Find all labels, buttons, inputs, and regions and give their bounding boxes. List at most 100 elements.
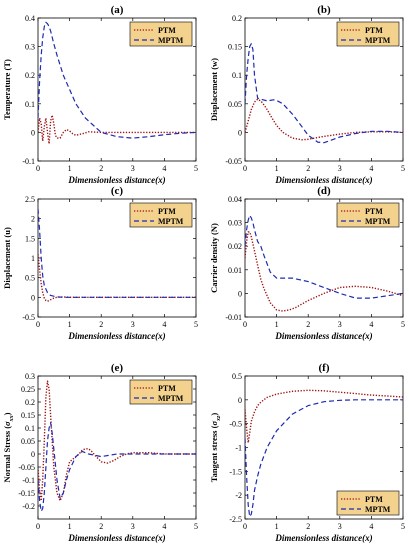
- y-tick-label: -0.1: [22, 157, 35, 166]
- panel-title: (f): [319, 362, 330, 374]
- x-tick-label: 4: [369, 164, 373, 173]
- panel-title: (a): [111, 4, 124, 16]
- y-tick-label: -2.5: [229, 515, 242, 524]
- y-tick-label: 0: [238, 128, 242, 137]
- series-line-mptm: [245, 43, 403, 144]
- y-tick-label: 2.5: [25, 195, 35, 204]
- chart-panel-5: (e) 0 1 2 3 4 5 -0.2 -0.15 -0.1 -0.05 0 0.05 0.1 0.15 0…: [2, 362, 198, 543]
- x-tick-label: 0: [36, 164, 40, 173]
- legend-box: [336, 490, 400, 516]
- y-tick-label: 0.05: [21, 437, 35, 446]
- panel-title: (c): [111, 185, 124, 197]
- x-tick-label: 2: [99, 164, 103, 173]
- series-line-ptm: [245, 231, 403, 312]
- series-line-ptm: [245, 98, 403, 141]
- x-tick-label: 2: [99, 522, 103, 531]
- x-tick-label: 1: [275, 164, 279, 173]
- y-tick-label: -0.5: [229, 420, 242, 429]
- y-axis-label: Displacement (u): [2, 227, 12, 289]
- series-line-ptm: [245, 389, 403, 444]
- x-tick-label: 0: [36, 522, 40, 531]
- y-tick-label: 0: [31, 450, 35, 459]
- y-tick-label: 0.05: [228, 100, 242, 109]
- y-tick-label: 0: [31, 293, 35, 302]
- x-tick-label: 5: [194, 522, 198, 531]
- y-tick-label: 1: [31, 254, 35, 263]
- y-tick-label: -1.5: [229, 467, 242, 476]
- y-tick-label: 0.03: [228, 219, 242, 228]
- y-tick-label: 2: [31, 215, 35, 224]
- y-tick-label: 0.1: [232, 71, 242, 80]
- y-tick-label: 0.1: [25, 424, 35, 433]
- x-axis-label: Dimensionless distance(x): [274, 175, 372, 185]
- x-tick-label: 0: [243, 522, 247, 531]
- x-tick-label: 3: [131, 522, 135, 531]
- y-tick-label: 0.1: [25, 100, 35, 109]
- y-axis-label-text: Normal Stress (: [2, 426, 12, 483]
- chart-panel-4: (d)0 1 2 3 4 5-0.0100.010.020.030.04Dimension…: [209, 185, 405, 341]
- legend-label: PTM: [365, 207, 383, 216]
- y-axis-label: Temperature (T): [2, 59, 12, 120]
- y-tick-label: -0.05: [225, 157, 242, 166]
- y-tick-label: 0.04: [228, 195, 242, 204]
- series-group: [245, 389, 403, 518]
- legend-label: MPTM: [365, 217, 391, 226]
- x-tick-label: 3: [338, 320, 342, 329]
- y-tick-label: 0.3: [25, 43, 35, 52]
- series-line-ptm: [38, 114, 196, 145]
- x-tick-label: 3: [338, 164, 342, 173]
- legend-label: PTM: [365, 495, 383, 504]
- y-tick-label: 0.15: [21, 411, 35, 420]
- y-axis-label-symbol: σ: [2, 421, 12, 426]
- y-tick-label: 0: [238, 289, 242, 298]
- y-tick-label: 0.2: [25, 398, 35, 407]
- y-tick-label: 0.3: [25, 372, 35, 381]
- y-axis-label-text: Tangent stress (: [209, 425, 219, 482]
- y-tick-label: 1.5: [25, 234, 35, 243]
- y-tick-label: 0.2: [232, 14, 242, 23]
- x-axis-label: Dimensionless distance(x): [67, 533, 165, 543]
- y-axis-label-close: ): [209, 413, 219, 416]
- y-tick-label: 0.01: [228, 266, 242, 275]
- legend-label: MPTM: [158, 36, 184, 45]
- x-tick-label: 2: [306, 320, 310, 329]
- x-tick-label: 1: [68, 522, 72, 531]
- x-axis-label: Dimensionless distance(x): [67, 331, 165, 341]
- x-tick-label: 3: [338, 522, 342, 531]
- x-tick-label: 5: [401, 522, 405, 531]
- x-tick-label: 2: [306, 522, 310, 531]
- y-tick-label: -1: [235, 444, 242, 453]
- legend-label: PTM: [365, 26, 383, 35]
- y-tick-label: 0.2: [25, 71, 35, 80]
- chart-panel-2: (b)0 1 2 3 4 5-0.0500.050.10.150.2Dimensionle…: [209, 4, 405, 185]
- y-tick-label: 0.4: [25, 14, 35, 23]
- legend-label: MPTM: [365, 36, 391, 45]
- series-line-mptm: [38, 422, 196, 512]
- y-tick-label: 0: [31, 128, 35, 137]
- legend-label: MPTM: [158, 394, 184, 403]
- x-tick-label: 1: [68, 164, 72, 173]
- series-group: [245, 214, 403, 312]
- x-tick-label: 4: [369, 320, 373, 329]
- x-axis-label: Dimensionless distance(x): [274, 533, 372, 543]
- x-tick-label: 3: [131, 320, 135, 329]
- y-tick-label: -0.15: [18, 489, 35, 498]
- x-axis-label: Dimensionless distance(x): [274, 331, 372, 341]
- chart-panel-1: (a)0 1 2 3 4 5-0.100.10.20.30.4Dimensionless …: [2, 4, 198, 185]
- y-tick-label: -0.2: [22, 502, 35, 511]
- legend-label: PTM: [158, 207, 176, 216]
- x-axis-label: Dimensionless distance(x): [67, 175, 165, 185]
- series-group: [38, 208, 196, 302]
- x-tick-label: 1: [275, 522, 279, 531]
- y-axis-label: Normal Stress (σxx): [2, 412, 15, 482]
- x-tick-label: 5: [401, 320, 405, 329]
- y-tick-label: 0.25: [21, 385, 35, 394]
- x-tick-label: 5: [401, 164, 405, 173]
- y-tick-label: 0: [238, 396, 242, 405]
- panel-title: (b): [317, 4, 331, 16]
